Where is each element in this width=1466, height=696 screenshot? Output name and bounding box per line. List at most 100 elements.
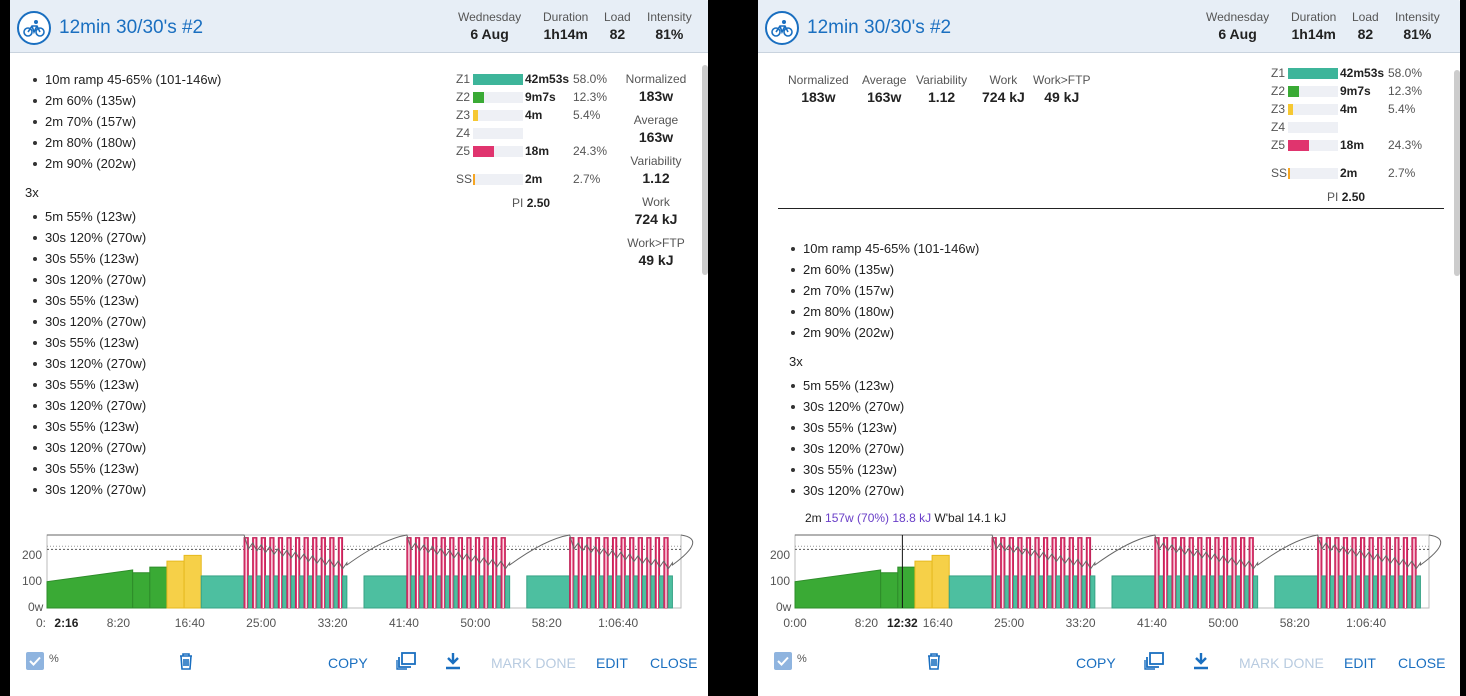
- steps-list: 10m ramp 45-65% (101-146w) 2m 60% (135w) 2…: [31, 69, 221, 174]
- edit-button[interactable]: EDIT: [1344, 655, 1376, 671]
- interval-off: [1372, 575, 1379, 609]
- delete-icon[interactable]: [926, 652, 942, 675]
- interval-off: [1355, 575, 1361, 609]
- x-tick-label: 58:20: [531, 616, 562, 630]
- load-stat: Load 82: [1352, 10, 1379, 42]
- interval-off: [1012, 575, 1019, 609]
- recovery-segment: [200, 575, 245, 609]
- interval-off: [470, 575, 476, 609]
- duration-stat: Duration 1h14m: [543, 10, 589, 42]
- zone-bar-fill: [1288, 86, 1299, 97]
- stat-normalized: Normalized 183w: [788, 73, 849, 105]
- interval-off: [427, 575, 434, 609]
- interval-off: [1407, 575, 1413, 609]
- stat-workftp: Work>FTP 49 kJ: [1033, 73, 1091, 105]
- repeat-steps-list: 5m 55% (123w) 30s 120% (270w) 30s 55% (123…: [789, 375, 1189, 496]
- y-tick-label: 200: [22, 547, 43, 562]
- power-chart[interactable]: 200 100 0w 8:20 16:40 25:00 33:20 41:40 50:00 58:…: [10, 525, 708, 635]
- zone-percent: 58.0%: [573, 72, 608, 86]
- duplicate-icon[interactable]: [1144, 652, 1164, 675]
- workout-step: 2m 60% (135w): [31, 90, 221, 111]
- workout-step: 30s 55% (123w): [789, 459, 1189, 480]
- interval-off: [462, 575, 468, 609]
- repeat-label: 3x: [25, 185, 39, 200]
- interval-off: [247, 575, 254, 609]
- repeat-label: 3x: [789, 354, 803, 369]
- zone-bar-fill: [1288, 168, 1290, 179]
- chart-tooltip: 2m 157w (70%) 18.8 kJ W'bal 14.1 kJ: [805, 511, 1007, 525]
- y-tick-label: 200: [770, 547, 791, 562]
- interval-off: [1184, 575, 1190, 609]
- popup-footer: % COPY MARK DONE EDIT CLOSE: [758, 648, 1460, 678]
- interval-off: [1252, 575, 1259, 609]
- scrollbar[interactable]: [702, 65, 708, 275]
- delete-icon[interactable]: [178, 652, 194, 675]
- power-chart-svg: [794, 534, 1442, 609]
- zone-percent: 2.7%: [573, 172, 601, 186]
- zone-time: 4m: [1340, 102, 1358, 116]
- pi-value: PI 2.50: [512, 196, 551, 210]
- zone-label: Z5: [456, 144, 471, 158]
- zone-row-z4: Z4: [456, 126, 626, 142]
- download-icon[interactable]: [1193, 652, 1209, 675]
- workout-description: 10m ramp 45-65% (101-146w) 2m 60% (135w) 2…: [25, 69, 221, 500]
- y-tick-label: 100: [22, 573, 43, 588]
- workout-step: 30s 55% (123w): [31, 332, 221, 353]
- interval-off: [641, 575, 648, 609]
- zone-bar-fill: [473, 74, 523, 85]
- workout-step: 30s 120% (270w): [31, 227, 221, 248]
- interval-off: [479, 575, 485, 609]
- zone-bar-fill: [1288, 104, 1293, 115]
- mark-done-button[interactable]: MARK DONE: [1239, 655, 1324, 671]
- interval-off: [1030, 575, 1036, 609]
- duplicate-icon[interactable]: [396, 652, 416, 675]
- power-chart[interactable]: 200 100 0w 0:00 8:20 16:40 25:00 33:20 41:40 50:0…: [758, 525, 1460, 635]
- zone-label: SS: [456, 172, 473, 186]
- workout-step: 30s 120% (270w): [31, 353, 221, 374]
- zone-bar: [1288, 104, 1338, 115]
- zone-bar-fill: [473, 174, 475, 185]
- zone-bar: [1288, 122, 1338, 133]
- x-tick-label: 16:40: [174, 616, 205, 630]
- x-tick-label: 58:20: [1279, 616, 1310, 630]
- workout-step: 30s 55% (123w): [31, 374, 221, 395]
- zone-time: 2m: [1340, 166, 1358, 180]
- interval-off: [1021, 575, 1027, 609]
- zone-label: Z3: [456, 108, 471, 122]
- interval-off: [1389, 575, 1396, 609]
- cycling-icon: [765, 11, 799, 45]
- cursor-time-label: 2:16: [54, 616, 79, 630]
- zone-bar: [473, 74, 523, 85]
- workout-step: 2m 70% (157w): [31, 111, 221, 132]
- interval-off: [1038, 575, 1044, 609]
- scrollbar[interactable]: [1454, 70, 1460, 276]
- zone-bar: [1288, 86, 1338, 97]
- copy-button[interactable]: COPY: [328, 655, 368, 671]
- edit-button[interactable]: EDIT: [596, 655, 628, 671]
- interval-off: [504, 575, 511, 609]
- mark-done-button[interactable]: MARK DONE: [491, 655, 576, 671]
- close-button[interactable]: CLOSE: [1398, 655, 1446, 671]
- zone-bar: [473, 110, 523, 121]
- x-tick-label: 33:20: [317, 616, 348, 630]
- interval-off: [667, 575, 673, 609]
- zone-time: 4m: [525, 108, 543, 122]
- percent-checkbox[interactable]: [26, 652, 44, 670]
- percent-checkbox[interactable]: [774, 652, 792, 670]
- zone-row-z1: Z1 42m53s 58.0%: [1271, 66, 1441, 82]
- x-tick-label: 16:40: [922, 616, 953, 630]
- interval-off: [995, 575, 1002, 609]
- x-tick-label: 25:00: [994, 616, 1025, 630]
- copy-button[interactable]: COPY: [1076, 655, 1116, 671]
- close-button[interactable]: CLOSE: [650, 655, 698, 671]
- zone-time: 9m7s: [525, 90, 556, 104]
- power-segment: [931, 554, 950, 609]
- interval-off: [1329, 575, 1336, 609]
- repeat-steps-list: 5m 55% (123w) 30s 120% (270w) 30s 55% (123…: [31, 206, 221, 500]
- interval-off: [333, 575, 339, 609]
- zone-percent: 12.3%: [573, 90, 608, 104]
- download-icon[interactable]: [445, 652, 461, 675]
- zone-percent: 58.0%: [1388, 66, 1423, 80]
- zone-percent: 5.4%: [573, 108, 601, 122]
- interval-off: [342, 575, 348, 609]
